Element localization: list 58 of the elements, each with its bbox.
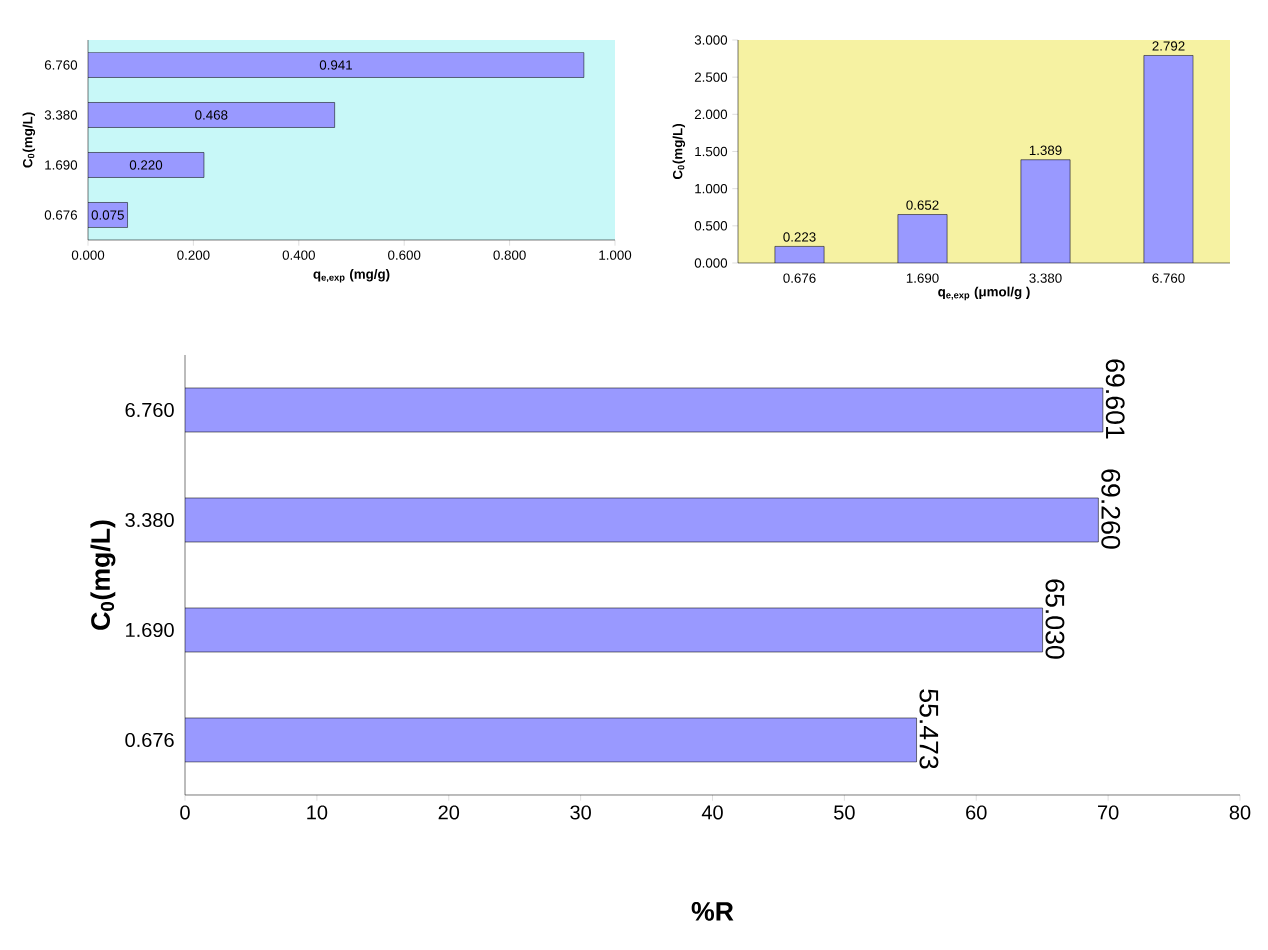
x-tick-label: 10 xyxy=(307,805,328,820)
x-tick-label: 3.380 xyxy=(1029,273,1062,283)
data-label: 2.792 xyxy=(1152,41,1185,51)
x-tick-label: 6.760 xyxy=(1152,273,1185,283)
x-tick-label: 20 xyxy=(438,805,460,820)
bar xyxy=(1020,159,1071,263)
y-tick-label: 6.760 xyxy=(125,402,174,418)
data-label: 65.030 xyxy=(1045,579,1065,659)
bar xyxy=(88,52,585,78)
x-tick-label: 0.400 xyxy=(282,250,315,260)
y-tick-label: 1.690 xyxy=(126,622,174,638)
y-axis-title: C$_{0}$(mg/L) xyxy=(90,520,116,630)
data-label: 69.601 xyxy=(1105,359,1125,439)
data-label: 1.389 xyxy=(1029,145,1062,156)
y-tick-label: 0.000 xyxy=(694,258,728,268)
y-tick-label: 1.690 xyxy=(45,160,78,170)
x-tick-label: 30 xyxy=(570,805,591,820)
data-label: 0.652 xyxy=(906,200,939,210)
y-axis-title: C$_{0}$(mg/L) xyxy=(672,124,686,180)
y-tick-label: 2.000 xyxy=(694,109,728,120)
x-tick-label: 1.690 xyxy=(906,273,939,283)
x-tick-label: 40 xyxy=(701,805,723,820)
x-tick-label: 70 xyxy=(1098,805,1119,820)
x-tick-label: 0.676 xyxy=(783,273,816,283)
x-tick-label: 50 xyxy=(834,805,855,820)
y-tick-label: 1.500 xyxy=(695,146,728,157)
y-tick-label: 0.500 xyxy=(694,221,728,231)
x-axis-title: q$_{e,exp}$ (mg/g) xyxy=(313,268,390,283)
x-tick-label: 0.800 xyxy=(493,250,526,260)
data-label: 69.260 xyxy=(1101,469,1121,549)
x-axis-title: %R xyxy=(691,902,734,921)
data-label: 0.941 xyxy=(319,60,352,70)
x-tick-label: 0.600 xyxy=(388,250,421,260)
bar xyxy=(1143,55,1194,263)
y-tick-label: 3.380 xyxy=(125,512,174,528)
data-label: 0.220 xyxy=(129,160,163,170)
y-tick-label: 3.380 xyxy=(44,110,78,120)
x-tick-label: 0 xyxy=(180,805,190,820)
data-label: 0.223 xyxy=(783,232,816,242)
x-tick-label: 80 xyxy=(1229,805,1251,820)
y-tick-label: 1.000 xyxy=(695,183,728,194)
data-label: 0.075 xyxy=(91,210,124,220)
y-tick-label: 0.676 xyxy=(44,210,78,220)
data-label: 55.473 xyxy=(919,689,939,769)
data-label: 0.468 xyxy=(195,110,228,120)
x-axis-title: q$_{e,exp}$ (μmol/g ) xyxy=(938,286,1030,301)
x-tick-label: 0.000 xyxy=(71,250,105,260)
bar xyxy=(88,152,205,178)
x-tick-label: 1.000 xyxy=(599,250,632,260)
y-axis-title: C$_{0}$(mg/L) xyxy=(22,112,36,168)
x-tick-label: 0.200 xyxy=(177,250,210,260)
y-tick-label: 6.760 xyxy=(44,60,78,70)
bar xyxy=(88,102,335,128)
x-tick-label: 60 xyxy=(966,805,987,820)
y-tick-label: 0.676 xyxy=(125,732,174,748)
y-tick-label: 3.000 xyxy=(694,35,728,45)
y-tick-label: 2.500 xyxy=(694,72,728,82)
bar xyxy=(897,214,948,263)
